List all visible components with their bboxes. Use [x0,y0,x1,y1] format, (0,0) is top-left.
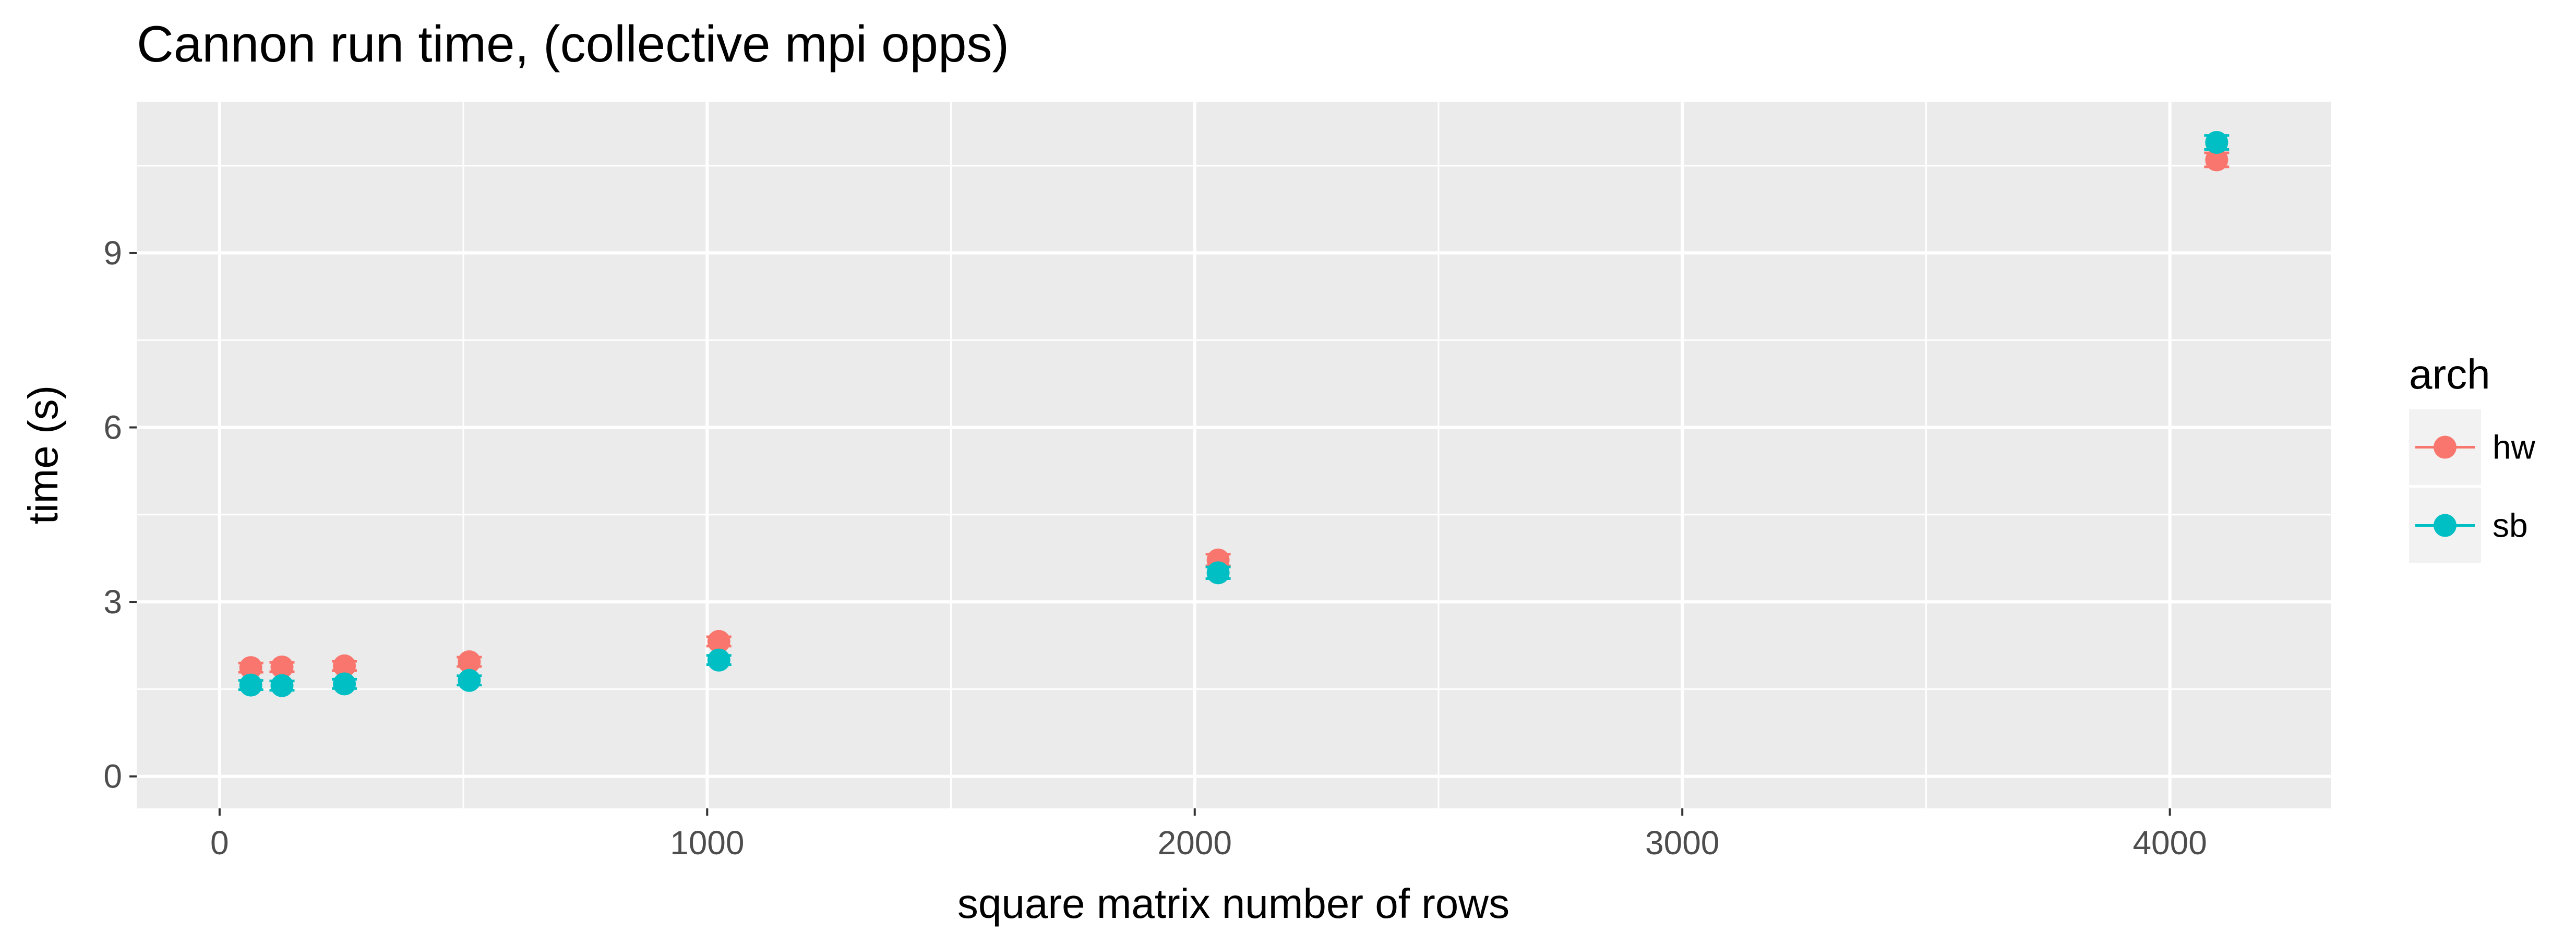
grid-minor [137,102,2331,808]
plot-panel [137,102,2331,808]
x-tick-label: 1000 [670,824,744,862]
series-sb [238,131,2230,697]
x-axis-title: square matrix number of rows [957,880,1509,927]
data-marks [238,131,2230,697]
legend-key-point [2434,514,2457,537]
data-point [333,654,356,677]
data-point [2205,131,2228,154]
series-hw [238,148,2230,680]
y-axis-title: time (s) [20,385,66,525]
x-tick-label: 3000 [1645,824,1719,862]
grid-major [137,102,2331,808]
data-point [270,656,294,679]
data-point [707,629,730,653]
legend: arch hw sb [2409,351,2536,563]
chart-title: Cannon run time, (collective mpi opps) [137,15,1009,72]
data-point [707,648,730,672]
data-point [1206,561,1230,585]
data-point [270,674,294,697]
data-point [458,650,481,673]
legend-title: arch [2409,351,2490,397]
x-tick-label: 2000 [1158,824,1232,862]
y-tick-label: 6 [103,409,122,446]
x-tick-label: 4000 [2132,824,2207,862]
legend-label: hw [2493,429,2536,466]
legend-key-point [2434,435,2457,459]
legend-item-hw: hw [2409,409,2536,485]
data-point [458,669,481,692]
data-point [239,673,262,697]
y-tick-label: 9 [103,234,122,272]
y-tick-label: 0 [103,758,122,795]
y-tick-label: 3 [103,583,122,621]
x-tick-label: 0 [210,824,229,862]
legend-label: sb [2493,507,2528,544]
data-point [333,672,356,696]
data-point [2205,148,2228,172]
x-axis: 0 1000 2000 3000 4000 [210,808,2207,862]
data-point [239,656,262,680]
legend-item-sb: sb [2409,488,2528,563]
y-axis: 0 3 6 9 [103,234,137,795]
